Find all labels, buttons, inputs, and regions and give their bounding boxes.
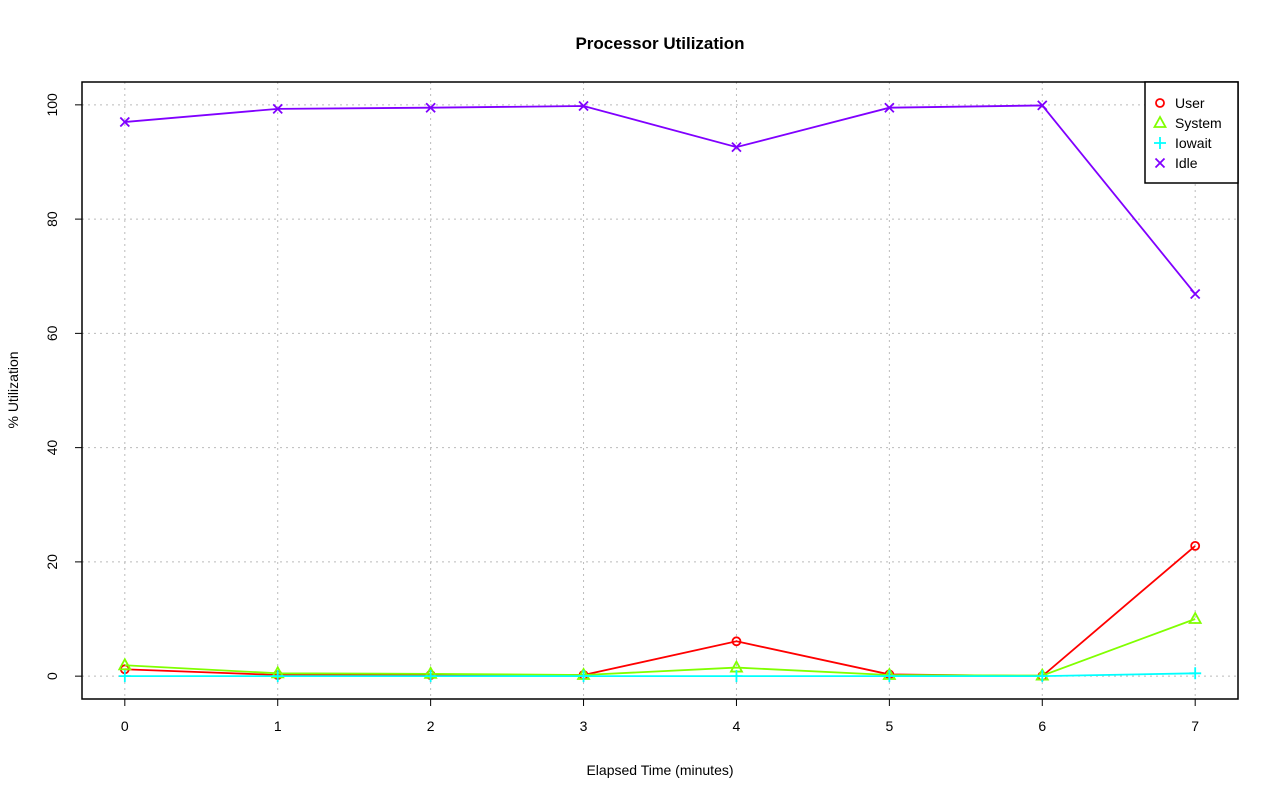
- plus-marker: [1189, 667, 1202, 680]
- y-tick-label: 80: [44, 211, 60, 227]
- x-tick-label: 2: [427, 718, 435, 734]
- triangle-marker: [1152, 115, 1168, 128]
- plus-marker: [883, 670, 896, 683]
- series-idle: [119, 100, 1201, 300]
- cross-marker: [884, 102, 895, 113]
- legend-label: Idle: [1175, 155, 1198, 171]
- cross-marker: [578, 100, 589, 112]
- cross-marker: [425, 102, 436, 113]
- series-user: [119, 540, 1201, 682]
- plus-marker: [118, 670, 131, 683]
- triangle-marker: [117, 657, 132, 671]
- series-line: [124, 104, 1196, 295]
- cross-marker: [1154, 157, 1166, 169]
- plus-marker: [1036, 670, 1049, 683]
- y-tick-label: 100: [44, 93, 60, 117]
- legend-label: System: [1175, 115, 1222, 131]
- plus-marker: [730, 670, 743, 683]
- cross-marker: [1037, 100, 1048, 111]
- y-tick-label: 40: [44, 440, 60, 456]
- plus-marker: [577, 670, 590, 683]
- cross-marker: [272, 103, 283, 114]
- x-tick-label: 3: [580, 718, 588, 734]
- series-system: [117, 611, 1203, 681]
- x-tick-label: 0: [121, 718, 129, 734]
- legend-label: User: [1175, 95, 1205, 111]
- cross-marker: [1190, 288, 1201, 300]
- y-tick-label: 60: [44, 325, 60, 341]
- series-line: [124, 545, 1196, 678]
- cross-marker: [119, 116, 130, 128]
- chart-title: Processor Utilization: [575, 34, 744, 53]
- plus-marker: [424, 670, 437, 683]
- y-tick-label: 20: [44, 554, 60, 570]
- triangle-marker: [1188, 611, 1203, 624]
- circle-marker: [731, 636, 742, 647]
- axes: 0 1 2 3 4 5 6 7 0 20 40 60 80 100: [44, 93, 1199, 734]
- legend: User System Iowait Idle: [1144, 81, 1239, 184]
- circle-marker: [1190, 540, 1201, 551]
- grid: [82, 82, 1238, 699]
- x-tick-label: 1: [274, 718, 282, 734]
- x-tick-label: 7: [1191, 718, 1199, 734]
- series-line: [124, 672, 1196, 678]
- plus-marker: [271, 670, 284, 683]
- plus-marker: [1154, 137, 1166, 149]
- series-iowait: [118, 667, 1202, 683]
- legend-label: Iowait: [1175, 135, 1212, 151]
- series-group: [117, 100, 1203, 683]
- y-axis-label: % Utilization: [5, 351, 21, 428]
- circle-marker: [1155, 98, 1165, 108]
- series-line: [124, 618, 1196, 677]
- x-tick-label: 5: [885, 718, 893, 734]
- x-tick-label: 6: [1038, 718, 1046, 734]
- y-tick-label: 0: [44, 672, 60, 680]
- x-axis-label: Elapsed Time (minutes): [586, 762, 733, 778]
- plot-frame: [81, 81, 1239, 700]
- x-tick-label: 4: [733, 718, 741, 734]
- cross-marker: [731, 141, 742, 153]
